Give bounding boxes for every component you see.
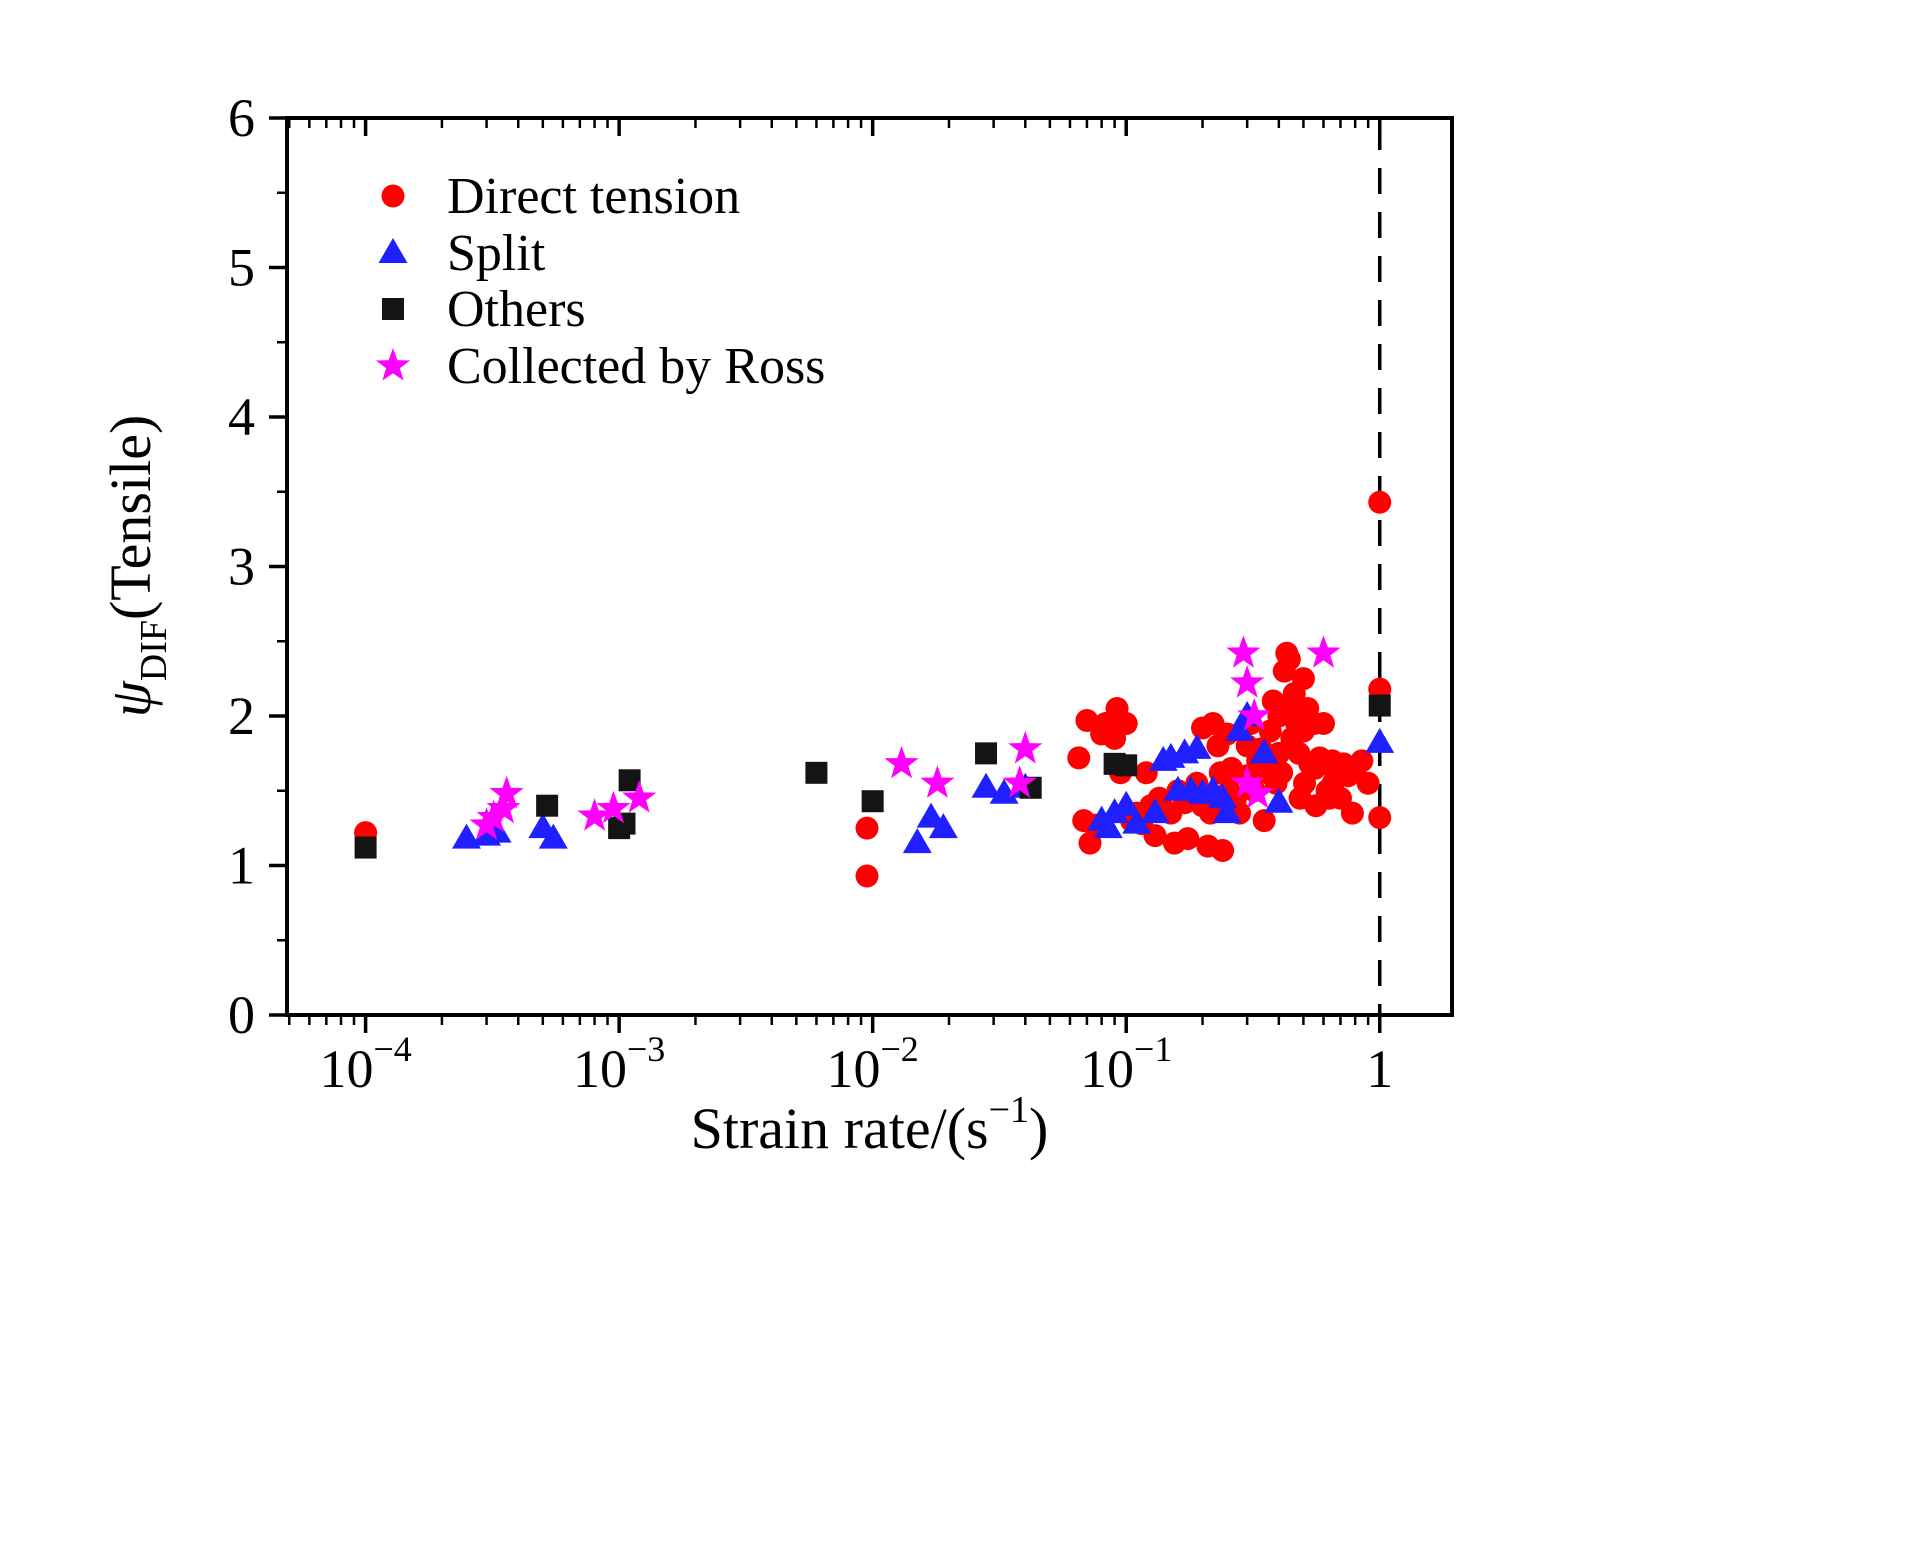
legend-item-collected-by-ross: Collected by Ross xyxy=(375,338,825,395)
x-tick-label: 10−4 xyxy=(319,1029,411,1099)
y-tick-label: 0 xyxy=(228,985,255,1045)
y-tick-label: 6 xyxy=(228,88,255,148)
x-axis-title: Strain rate/(s−1) xyxy=(691,1089,1049,1161)
x-tick-labels: 10−4 10−3 10−2 10−1 1 xyxy=(319,1029,1393,1099)
legend-item-split: Split xyxy=(378,225,546,282)
legend-item-others: Others xyxy=(382,281,586,338)
y-tick-label: 3 xyxy=(228,537,255,597)
series-collected-by-ross xyxy=(469,635,1341,840)
y-tick-label: 1 xyxy=(228,836,255,896)
x-tick-label: 10−2 xyxy=(827,1029,919,1099)
y-tick-label: 5 xyxy=(228,238,255,298)
x-tick-label: 1 xyxy=(1366,1039,1393,1099)
legend-item-direct-tension: Direct tension xyxy=(381,168,740,225)
plot-border xyxy=(285,116,1454,1017)
y-tick-label: 2 xyxy=(228,686,255,746)
x-tick-label: 10−1 xyxy=(1080,1029,1172,1099)
y-tick-labels: 0 1 2 3 4 5 6 xyxy=(228,88,255,1045)
x-tick-label: 10−3 xyxy=(573,1029,665,1099)
legend-label: Direct tension xyxy=(447,168,740,225)
y-tick-label: 4 xyxy=(228,387,255,447)
legend-label: Others xyxy=(447,281,586,338)
y-axis-title: ψDIF(Tensile) xyxy=(98,415,175,718)
legend-label: Split xyxy=(447,225,546,282)
series-others xyxy=(354,694,1391,859)
legend-label: Collected by Ross xyxy=(447,338,825,395)
